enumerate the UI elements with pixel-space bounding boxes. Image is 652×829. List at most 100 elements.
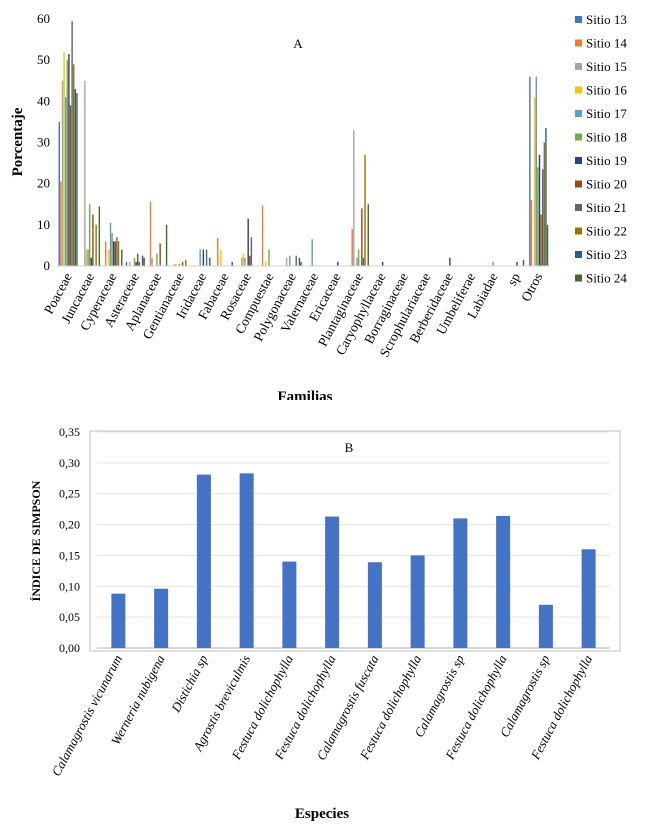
chart-a-legend-label: Sitio 15	[586, 59, 627, 74]
chart-a-bar	[143, 257, 145, 266]
chart-a-bar	[522, 259, 525, 266]
chart-a-bar	[138, 261, 141, 266]
chart-b-xlabel: Especies	[295, 806, 349, 822]
chart-a-ytick-label: 20	[37, 176, 50, 191]
chart-b: B ÍNDICE DE SIMPSON Especies 0,00 0,05 0,1…	[29, 425, 621, 822]
chart-a-legend-swatch	[575, 227, 582, 235]
chart-b-bar	[325, 516, 340, 648]
chart-a-bar	[545, 128, 547, 266]
chart-b-ytick-label: 0,15	[59, 548, 80, 562]
chart-a-bar	[361, 208, 363, 266]
chart-a-bar	[220, 249, 222, 266]
chart-a-ytick-label: 60	[37, 11, 50, 26]
chart-a-legend-swatch	[575, 274, 582, 282]
chart-a-bar	[135, 261, 137, 266]
chart-b-ytick-label: 0,10	[59, 579, 80, 593]
chart-a-bar	[357, 249, 360, 266]
chart-a-bar	[111, 233, 113, 266]
chart-a-bar	[356, 257, 358, 266]
chart-a-legend-label: Sitio 14	[586, 36, 627, 51]
chart-b-panel-label: B	[345, 440, 354, 455]
chart-a-bar	[90, 257, 93, 266]
chart-b-bar	[154, 588, 169, 648]
chart-b-bar	[410, 555, 425, 648]
chart-a-bar	[156, 253, 158, 266]
chart-a-bar	[104, 241, 107, 266]
chart-a-legend-swatch	[575, 180, 582, 188]
chart-a-bar	[133, 257, 136, 266]
chart-a-bar	[529, 76, 531, 266]
chart-a-bar	[60, 181, 62, 266]
chart-a-bar	[74, 88, 77, 266]
chart-b-category-label: Calamagrostis vicunarum	[48, 652, 125, 778]
chart-a-bar	[116, 237, 118, 266]
chart-a-bar	[449, 257, 451, 266]
chart-a-bar	[247, 218, 249, 266]
chart-a-bar	[121, 249, 123, 266]
chart-a-bar	[367, 204, 369, 266]
chart-a-legend-label: Sitio 13	[586, 12, 627, 27]
chart-a-bar	[202, 249, 205, 266]
chart-a-bar	[205, 249, 208, 266]
chart-a-bar	[58, 121, 60, 266]
chart-a-bar	[159, 243, 161, 266]
chart-b-bar	[239, 473, 254, 648]
chart-a-legend-swatch	[575, 16, 582, 23]
chart-b-ytick-label: 0,00	[59, 641, 80, 655]
chart-a-bar	[242, 253, 245, 266]
chart-b-bar	[282, 561, 297, 648]
chart-a-bar	[175, 263, 177, 266]
chart-a-bar	[289, 255, 291, 266]
chart-a-bar	[64, 97, 67, 266]
chart-a-bar	[69, 105, 72, 266]
chart-a-bar	[265, 261, 267, 266]
chart-a-bar	[125, 261, 128, 266]
chart-a-bar	[540, 214, 542, 266]
chart-a-bar	[117, 241, 120, 266]
chart-a-bar	[542, 169, 544, 266]
chart-b-bar	[581, 549, 596, 648]
chart-a-bar	[311, 239, 313, 266]
chart-a-legend-label: Sitio 18	[586, 130, 627, 145]
chart-b-bar	[196, 474, 211, 648]
chart-a-bar	[114, 241, 117, 266]
chart-a-bar	[109, 222, 112, 266]
chart-a-ytick-label: 30	[37, 135, 50, 150]
chart-a-bar	[199, 249, 201, 266]
chart-a-legend-swatch	[575, 63, 582, 70]
chart-a-bar	[149, 201, 152, 266]
chart-a-bar	[362, 257, 365, 266]
chart-a-bar	[68, 53, 70, 266]
chart-a-bar	[241, 257, 243, 266]
chart-a-bar	[95, 224, 97, 266]
chart-a-bar	[108, 249, 110, 266]
chart-a-panel-label: A	[293, 36, 303, 51]
chart-a-legend-label: Sitio 21	[586, 200, 627, 215]
chart-a-ytick-label: 10	[37, 217, 50, 232]
chart-b-ytick-label: 0,20	[59, 518, 80, 532]
chart-a-bar	[151, 257, 153, 266]
chart-a-bar	[85, 249, 88, 266]
chart-b-ytick-label: 0,30	[59, 456, 80, 470]
chart-a-bar	[543, 142, 546, 266]
chart-a-legend-label: Sitio 20	[586, 177, 627, 192]
chart-b-ylabel: ÍNDICE DE SIMPSON	[29, 480, 43, 601]
chart-a-bar	[209, 257, 211, 266]
chart-a-bar	[165, 224, 168, 266]
chart-a-bar	[353, 130, 355, 266]
chart-a-bar	[492, 261, 494, 266]
chart-a-legend-label: Sitio 17	[586, 106, 627, 121]
chart-b-ytick-label: 0,35	[59, 425, 80, 439]
chart-a-bar	[66, 60, 69, 266]
chart-a-bar	[178, 263, 181, 266]
chart-a-xlabel: Familias	[278, 389, 333, 400]
chart-a-bar	[261, 205, 264, 266]
chart-a-bar	[538, 154, 541, 266]
chart-a-bar	[63, 51, 65, 267]
chart-a-bar	[89, 204, 91, 266]
chart-b-bar	[453, 518, 468, 648]
chart-a-ylabel: Porcentaje	[10, 107, 26, 176]
chart-b-category-label: Distichia sp	[168, 652, 211, 716]
chart-a-bar	[217, 238, 219, 266]
chart-a-bar	[535, 76, 537, 266]
